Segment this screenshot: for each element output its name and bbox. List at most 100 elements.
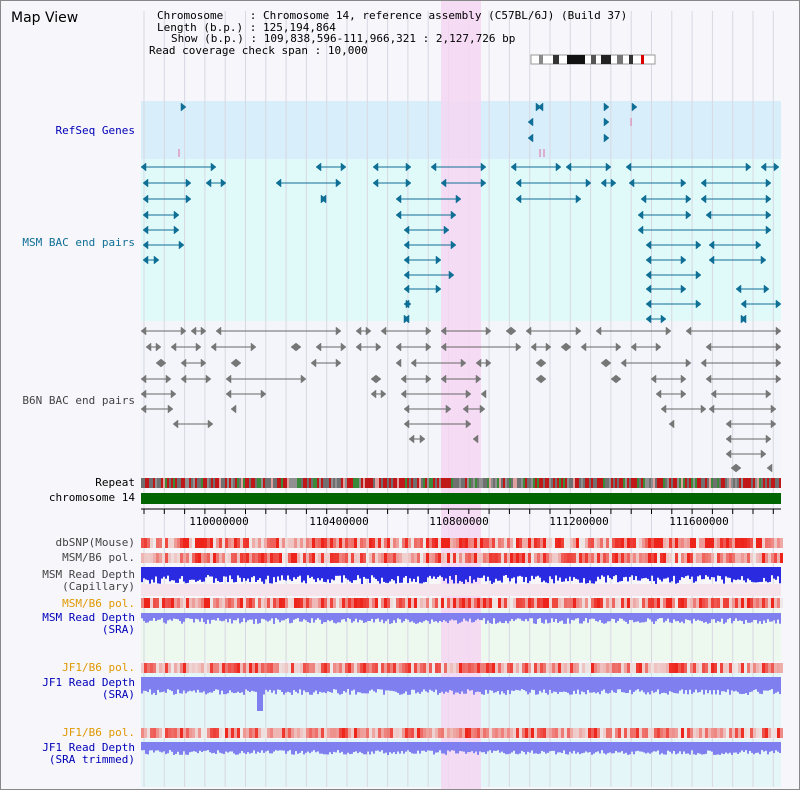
jf1-depth-sra-bar xyxy=(169,677,171,691)
msm-depth-capillary-bar xyxy=(457,567,459,584)
jf1-b6-pol-2-heat xyxy=(696,728,699,738)
msm-b6-pol-heat xyxy=(549,553,552,563)
track-label-msm-b6-pol[interactable]: MSM/B6 pol. xyxy=(62,551,135,564)
jf1-b6-pol-heat xyxy=(651,663,654,673)
msm-b6-pol-sra-heat xyxy=(255,598,258,608)
track-label-jf1-depth-trimmed[interactable]: JF1 Read Depth (SRA trimmed) xyxy=(42,741,135,766)
jf1-depth-sra-bar xyxy=(367,677,369,694)
jf1-depth-trim-bar xyxy=(603,742,605,754)
msm-depth-sra-bar xyxy=(687,613,689,620)
msm-depth-sra-bar xyxy=(247,613,249,621)
track-label-msm-depth-capillary[interactable]: MSM Read Depth (Capillary) xyxy=(42,568,135,593)
msm-b6-pol-heat xyxy=(423,553,426,563)
jf1-depth-trim-bar xyxy=(715,742,717,755)
msm-b6-pol-heat xyxy=(687,553,690,563)
msm-depth-sra-bar xyxy=(581,613,583,624)
msm-b6-pol-heat xyxy=(429,553,432,563)
repeat-element xyxy=(745,478,747,488)
jf1-b6-pol-heat xyxy=(474,663,477,673)
track-label-repeat[interactable]: Repeat xyxy=(95,476,135,489)
msm-b6-pol-sra-heat xyxy=(567,598,570,608)
jf1-depth-trim-bar xyxy=(591,742,593,755)
dbsnp-heat xyxy=(204,538,207,548)
track-label-msm-bac[interactable]: MSM BAC end pairs xyxy=(22,236,135,249)
msm-bac-end xyxy=(760,162,767,172)
jf1-depth-sra-bar xyxy=(549,677,551,690)
track-label-jf1-b6-pol[interactable]: JF1/B6 pol. xyxy=(62,661,135,674)
msm-b6-pol-sra-heat xyxy=(711,598,714,608)
jf1-depth-sra-bar xyxy=(343,677,345,692)
jf1-depth-trim-bar xyxy=(691,742,693,751)
jf1-depth-trim-bar xyxy=(349,742,351,755)
msm-b6-pol-heat xyxy=(696,553,699,563)
jf1-depth-sra-bar xyxy=(663,677,665,693)
msm-depth-sra-bar xyxy=(387,613,389,620)
msm-b6-pol-sra-heat xyxy=(489,598,492,608)
msm-b6-pol-heat xyxy=(690,553,693,563)
msm-b6-pol-heat xyxy=(618,553,621,563)
jf1-depth-trim-bar xyxy=(559,742,561,753)
msm-b6-pol-heat xyxy=(234,553,237,563)
dbsnp-heat xyxy=(591,538,594,548)
jf1-b6-pol-heat xyxy=(360,663,363,673)
track-label-chromosome[interactable]: chromosome 14 xyxy=(48,491,135,504)
track-label-dbsnp[interactable]: dbSNP(Mouse) xyxy=(55,536,135,549)
msm-depth-sra-bar xyxy=(263,613,265,620)
msm-b6-pol-sra-heat xyxy=(648,598,651,608)
jf1-depth-sra-bar xyxy=(627,677,629,693)
jf1-depth-sra-bar xyxy=(441,677,443,692)
jf1-depth-trim-bar xyxy=(295,742,297,752)
jf1-b6-pol-2-heat xyxy=(279,728,282,738)
msm-depth-capillary-bar xyxy=(369,567,371,584)
msm-b6-pol-sra-heat xyxy=(669,598,672,608)
jf1-b6-pol-heat xyxy=(453,663,456,673)
jf1-depth-trim-bar xyxy=(449,742,451,752)
msm-bac-end xyxy=(178,240,185,250)
track-label-msm-depth-sra[interactable]: MSM Read Depth (SRA) xyxy=(42,611,135,636)
msm-b6-pol-sra-heat xyxy=(525,598,528,608)
msm-b6-pol-sra-heat xyxy=(702,598,705,608)
b6n-bac-end xyxy=(145,342,152,352)
repeat-element xyxy=(691,478,693,488)
b6n-bac-end xyxy=(735,463,742,473)
jf1-b6-pol-2-heat xyxy=(627,728,630,738)
jf1-depth-sra-bar xyxy=(605,677,607,693)
repeat-element xyxy=(451,478,453,488)
track-label-jf1-b6-pol-2[interactable]: JF1/B6 pol. xyxy=(62,726,135,739)
msm-depth-capillary-bar xyxy=(519,567,521,576)
msm-b6-pol-sra-heat xyxy=(264,598,267,608)
repeat-element xyxy=(331,478,333,488)
msm-depth-capillary-bar xyxy=(305,567,307,584)
msm-depth-capillary-bar xyxy=(613,567,615,577)
jf1-depth-sra-bar xyxy=(163,677,165,692)
msm-depth-sra-bar xyxy=(261,613,263,619)
msm-b6-pol-sra-heat xyxy=(555,598,558,608)
jf1-b6-pol-heat xyxy=(411,663,414,673)
jf1-depth-trim-bar xyxy=(155,742,157,751)
msm-depth-sra-bar xyxy=(571,613,573,620)
dbsnp-heat xyxy=(480,538,483,548)
repeat-element xyxy=(459,478,461,488)
track-label-refseq[interactable]: RefSeq Genes xyxy=(55,124,135,137)
jf1-depth-trim-bar xyxy=(545,742,547,754)
dbsnp-heat xyxy=(612,538,615,548)
jf1-depth-trim-bar xyxy=(187,742,189,755)
jf1-depth-sra-bar xyxy=(443,677,445,694)
track-label-msm-b6-pol-sra[interactable]: MSM/B6 pol. xyxy=(62,597,135,610)
jf1-b6-pol-heat xyxy=(429,663,432,673)
msm-b6-pol-heat xyxy=(471,553,474,563)
repeat-element xyxy=(579,478,581,488)
jf1-depth-trim-bar xyxy=(369,742,371,755)
jf1-b6-pol-heat xyxy=(147,663,150,673)
msm-depth-capillary-bar xyxy=(291,567,293,582)
dbsnp-heat xyxy=(489,538,492,548)
jf1-depth-trim-bar xyxy=(555,742,557,755)
repeat-element xyxy=(253,478,255,488)
msm-depth-capillary-bar xyxy=(653,567,655,582)
dbsnp-heat xyxy=(603,538,606,548)
msm-depth-sra-bar xyxy=(495,613,497,624)
jf1-b6-pol-2-heat xyxy=(684,728,687,738)
jf1-depth-trim-bar xyxy=(677,742,679,754)
track-label-b6n-bac[interactable]: B6N BAC end pairs xyxy=(22,394,135,407)
track-label-jf1-depth-sra[interactable]: JF1 Read Depth (SRA) xyxy=(42,676,135,701)
